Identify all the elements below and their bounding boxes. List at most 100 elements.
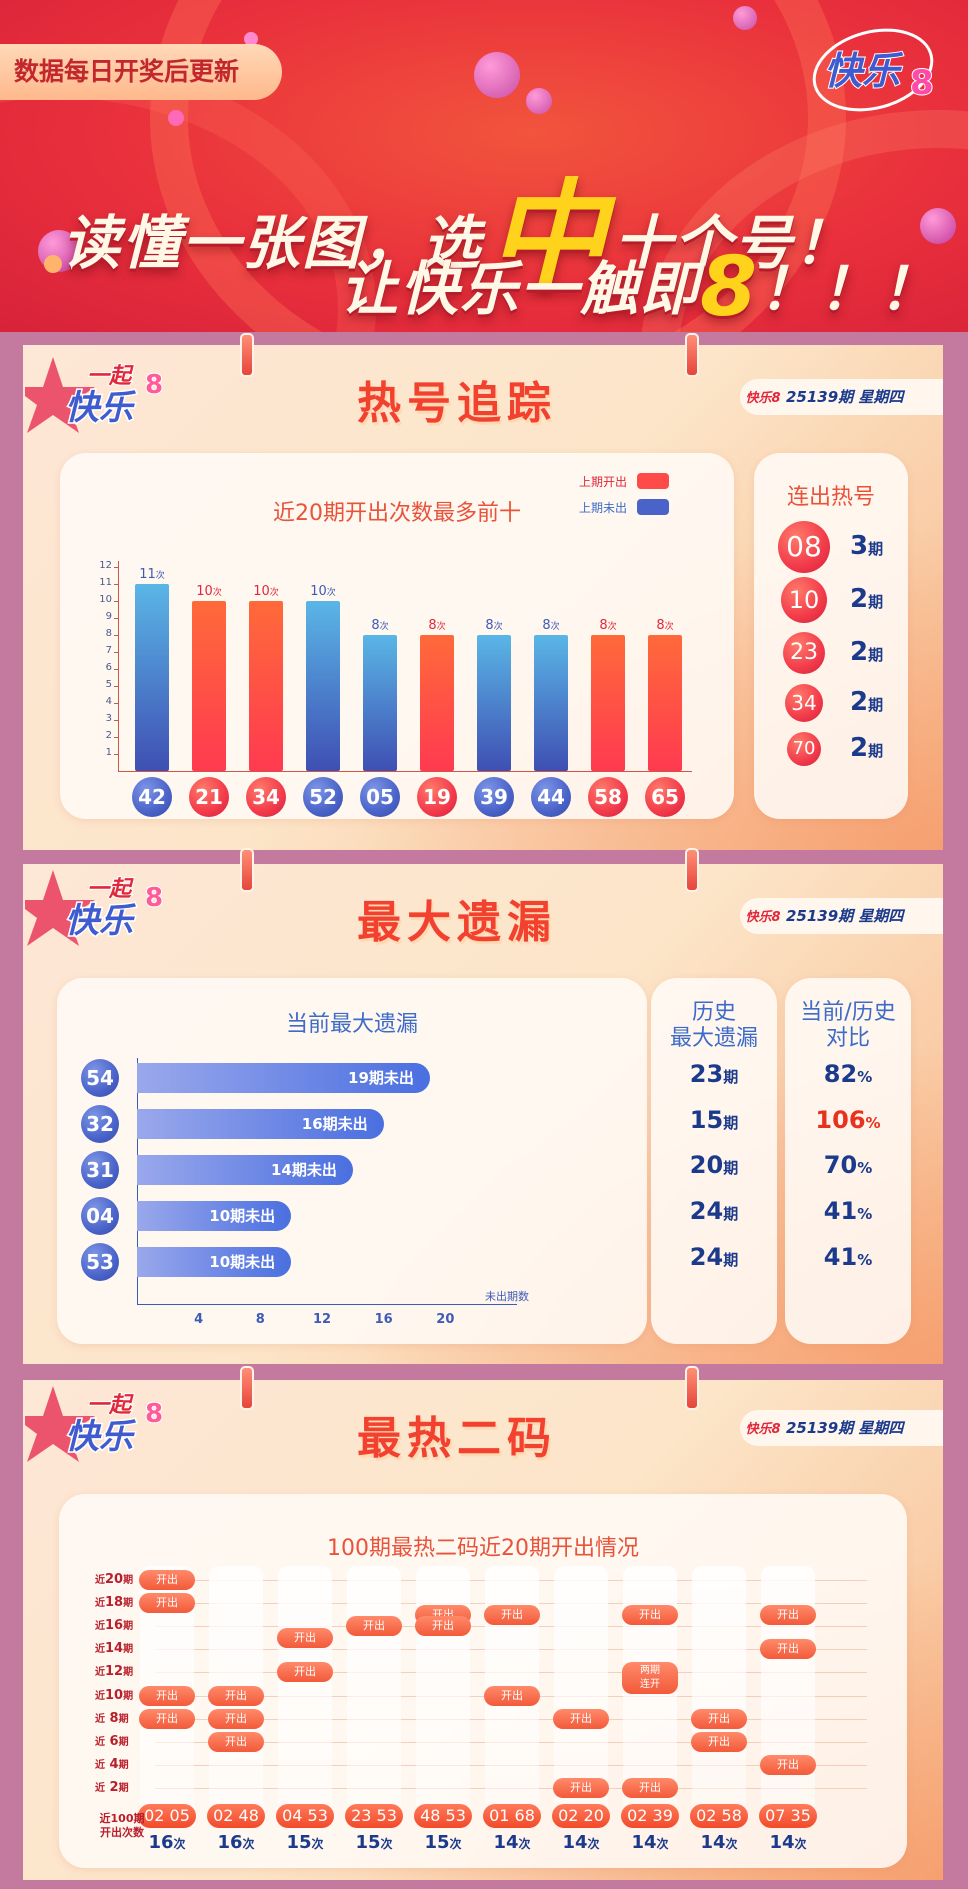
unit-text: 期 (723, 1159, 739, 1177)
value-text: 15 (355, 1832, 381, 1853)
pair-count: 14次 (615, 1832, 685, 1853)
value-text: 14 (631, 1832, 657, 1853)
value-text: 10 (196, 584, 213, 599)
y-tick (114, 584, 118, 585)
pair-label: 07 35 (759, 1804, 817, 1828)
history-max-title: 历史 最大遗漏 (669, 1000, 758, 1051)
y-tick-label: 9 (105, 611, 112, 622)
x-tick-label: 20 (436, 1312, 455, 1327)
y-tick (114, 652, 118, 653)
panel-hanger (685, 848, 699, 892)
value-text: 8 (485, 618, 494, 633)
bar (363, 635, 397, 771)
bar (192, 601, 226, 771)
value-text: 24 (689, 1243, 724, 1271)
open-marker: 开出 (553, 1708, 609, 1729)
pair-label: 02 05 (138, 1804, 196, 1828)
chart-title: 近20期开出次数最多前十 (273, 501, 521, 526)
prefix-text: 近 (95, 1621, 105, 1633)
y-period-label: 近10期 (95, 1687, 133, 1703)
value-text: 15 (424, 1832, 450, 1853)
period-number: 6 (105, 1733, 119, 1749)
bar (135, 584, 169, 771)
svg-text:8: 8 (145, 1399, 163, 1429)
hot-number-ball: 08 (778, 521, 830, 573)
number-ball: 05 (360, 777, 400, 817)
y-tick-label: 8 (105, 628, 112, 639)
open-marker: 开出 (553, 1778, 609, 1798)
open-marker: 开出 (139, 1685, 195, 1706)
y-tick-label: 7 (105, 645, 112, 656)
prefix-text: 近 (95, 1598, 105, 1610)
unit-text: % (865, 1114, 881, 1132)
value-text: 14 (493, 1832, 519, 1853)
bar (648, 635, 682, 771)
pair-count: 14次 (477, 1832, 547, 1853)
y-tick (114, 635, 118, 636)
prefix-text: 近 (95, 1783, 105, 1794)
bar-value-label: 8次 (470, 618, 518, 633)
hot-pairs-panel: 一起 快乐 8 最热二码 快乐8 25139期 星期四 100期最热二码近20期开… (23, 1366, 943, 1880)
svg-text:快乐: 快乐 (65, 901, 136, 941)
pair-column (278, 1566, 332, 1816)
number-ball: 34 (246, 777, 286, 817)
bar-value-label: 11次 (128, 567, 176, 582)
value-text: 8 (428, 618, 437, 633)
streak-count: 2期 (850, 584, 883, 614)
pair-count: 15次 (408, 1832, 478, 1853)
ratio-value: 41% (778, 1243, 918, 1271)
decor-bubble (44, 255, 62, 273)
svg-text:快乐: 快乐 (65, 388, 136, 428)
unit-text: 期 (118, 1736, 129, 1748)
value-text: 10 (310, 584, 327, 599)
bar (591, 635, 625, 771)
unit-text: 次 (656, 1837, 669, 1851)
pair-count: 16次 (201, 1832, 271, 1853)
open-marker: 开出 (484, 1604, 540, 1625)
y-tick-label: 10 (99, 594, 112, 605)
unit-text: 次 (311, 1837, 324, 1851)
legend-swatch (636, 499, 669, 515)
svg-text:8: 8 (145, 883, 163, 913)
number-ball: 31 (81, 1151, 119, 1189)
prefix-text: 近 (95, 1736, 105, 1748)
pair-label: 02 48 (207, 1804, 265, 1828)
history-max-value: 24期 (644, 1197, 784, 1225)
y-tick-label: 5 (105, 679, 112, 690)
unit-text: 次 (664, 622, 674, 632)
hot-number-ball: 23 (783, 632, 825, 674)
unit-text: % (857, 1251, 873, 1269)
value-text: 8 (371, 618, 380, 633)
x-tick-label: 8 (255, 1312, 265, 1327)
miss-bar: 10期未出 (137, 1201, 292, 1231)
streak-count: 3期 (850, 531, 883, 561)
number-ball: 19 (417, 777, 457, 817)
panel-hanger (240, 333, 254, 377)
ratio-value: 106% (778, 1106, 918, 1134)
x-axis (118, 771, 692, 772)
y-tick (114, 686, 118, 687)
miss-bar: 10期未出 (137, 1247, 292, 1277)
y-tick-label: 1 (105, 747, 112, 758)
bar-value-label: 8次 (356, 618, 404, 633)
x-tick-label: 12 (312, 1312, 332, 1327)
number-ball: 39 (474, 777, 514, 817)
y-tick (114, 601, 118, 602)
y-period-label: 近 8期 (95, 1710, 129, 1726)
value-text: 8 (599, 618, 608, 633)
panel-hanger (240, 1366, 254, 1410)
value-text: 15 (689, 1106, 724, 1134)
x-axis (137, 1304, 517, 1305)
unit-text: 次 (379, 622, 389, 632)
pair-count: 15次 (270, 1832, 340, 1853)
unit-text: 期 (123, 1667, 134, 1679)
y-period-label: 近12期 (95, 1663, 133, 1679)
y-tick-label: 6 (105, 662, 112, 673)
period-number: 14 (105, 1641, 124, 1657)
y-period-label: 近 2期 (95, 1779, 129, 1795)
slogan-highlight: 中 (488, 167, 609, 305)
unit-text: % (857, 1205, 873, 1223)
number-ball: 54 (81, 1059, 119, 1097)
svg-text:快乐: 快乐 (65, 1417, 136, 1457)
unit-text: 期 (868, 593, 884, 611)
